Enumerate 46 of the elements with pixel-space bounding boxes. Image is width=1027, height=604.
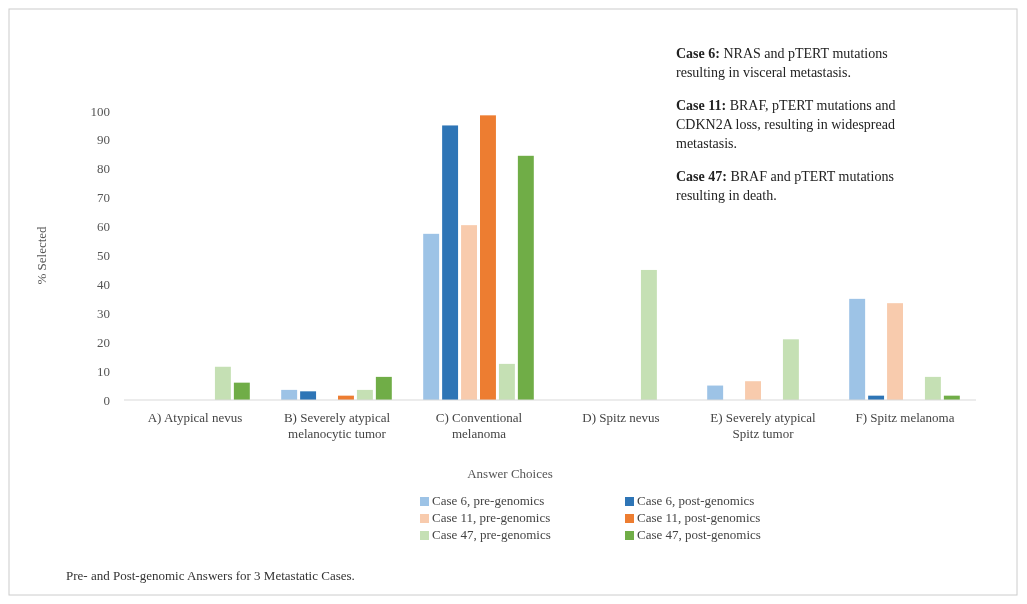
bar [442, 125, 459, 400]
text: Case 6: NRAS and pTERT mutations resulting in visceral metastasis. [676, 46, 888, 80]
bar [423, 233, 440, 400]
bar [707, 385, 724, 400]
annotation: Case 11: BRAF, pTERT mutations and CDKN2A loss, resulting in widespread metastasis. [676, 98, 896, 151]
y-tick-label: 30 [97, 305, 110, 321]
legend-label: Case 47, pre-genomics [432, 527, 551, 542]
y-tick-label: 20 [97, 334, 110, 350]
text: Pre- and Post-genomic Answers for 3 Metastatic Cases. [66, 568, 355, 583]
y-tick-label: 40 [97, 276, 110, 292]
x-tick-label: A) Atypical nevus [147, 410, 243, 425]
y-tick-label: 10 [97, 363, 110, 379]
y-axis-title: % Selected [34, 225, 49, 285]
x-tick-label: F) Spitz melanoma [855, 410, 955, 425]
bar [782, 339, 799, 400]
bar [461, 225, 477, 400]
bar [924, 376, 941, 400]
bar [498, 363, 515, 400]
bar [480, 115, 496, 400]
annotation: Case 47: BRAF and pTERT mutations resulting in death. [676, 169, 894, 203]
y-tick-label: 70 [97, 190, 110, 206]
legend-label: Case 11, pre-genomics [432, 510, 551, 525]
bar [849, 298, 866, 400]
legend-label: Case 6, pre-genomics [432, 493, 545, 508]
y-tick-label: 60 [97, 219, 110, 235]
bar [640, 269, 657, 400]
bar [887, 303, 903, 400]
bar [300, 391, 317, 400]
x-tick-label: D) Spitz nevus [582, 410, 660, 425]
legend-label: Case 47, post-genomics [637, 527, 761, 542]
x-tick-label: C) Conventional melanoma [435, 410, 523, 441]
y-tick-label: 100 [90, 103, 110, 119]
y-tick-label: 50 [97, 248, 110, 264]
y-tick-label: 90 [97, 132, 110, 148]
legend-label: Case 11, post-genomics [637, 510, 761, 525]
bar [214, 366, 231, 400]
legend-label: Case 6, post-genomics [637, 493, 755, 508]
x-tick-label: E) Severely atypical Spitz tumor [710, 410, 817, 441]
x-axis-title: Answer Choices [467, 466, 553, 481]
y-tick-label: 0 [103, 392, 110, 408]
y-tick-label: 80 [97, 161, 110, 177]
bar [745, 381, 761, 400]
bar [517, 155, 534, 400]
x-tick-label: B) Severely atypical melanocytic tumor [283, 410, 391, 441]
bar [233, 382, 250, 400]
bar [375, 376, 392, 400]
